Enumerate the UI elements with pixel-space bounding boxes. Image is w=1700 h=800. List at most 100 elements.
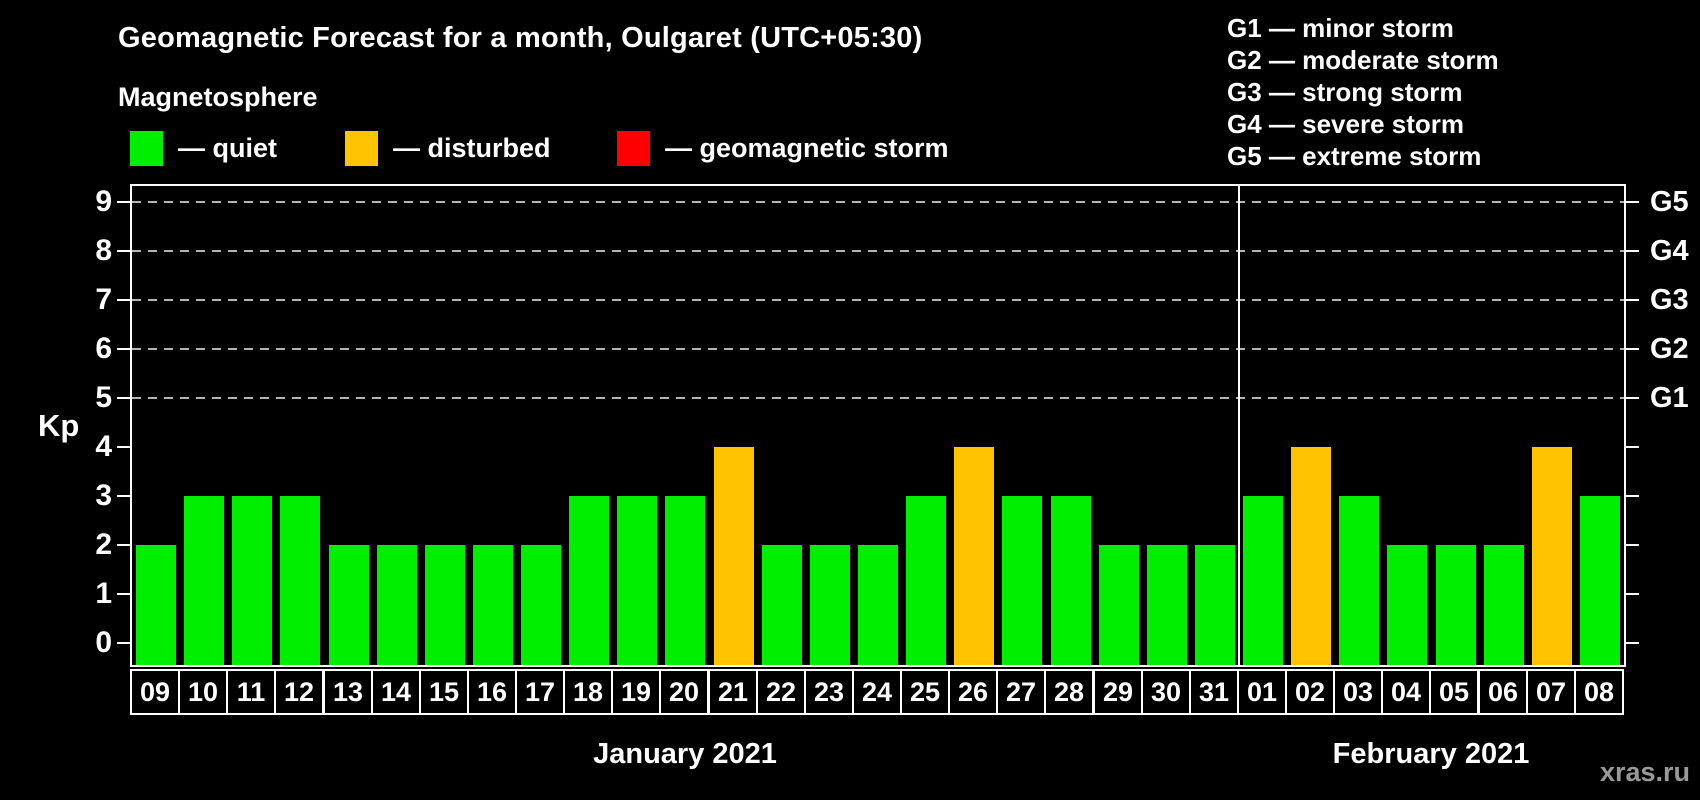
day-label-03: 03 — [1333, 669, 1383, 715]
day-label-16: 16 — [467, 669, 517, 715]
day-label-28: 28 — [1044, 669, 1094, 715]
kp-bar-february-01 — [1243, 496, 1283, 665]
y-tick-label-9: 9 — [95, 185, 112, 218]
y-tick-left-7 — [117, 299, 130, 301]
y-tick-right-5 — [1626, 397, 1639, 399]
g-axis-label-g1: G1 — [1650, 382, 1689, 414]
kp-bar-february-05 — [1436, 545, 1476, 665]
y-tick-left-3 — [117, 495, 130, 497]
day-label-25: 25 — [900, 669, 950, 715]
g-axis-label-g2: G2 — [1650, 333, 1689, 365]
day-label-19: 19 — [611, 669, 661, 715]
y-tick-left-4 — [117, 446, 130, 448]
g1-legend-line: G1 — minor storm — [1227, 13, 1454, 43]
gridline-kp9 — [132, 201, 1624, 203]
day-label-27: 27 — [996, 669, 1046, 715]
day-label-02: 02 — [1285, 669, 1335, 715]
plot-area — [130, 184, 1626, 667]
y-tick-label-3: 3 — [95, 479, 112, 512]
g-scale-legend: G1 — minor storm G2 — moderate storm G3 … — [1227, 12, 1499, 172]
day-axis-row: 09 10 11 12 13 14 15 16 17 18 19 20 21 22 23 24 25 26 27 28… — [130, 669, 1626, 715]
month-separator — [1238, 186, 1240, 665]
kp-bar-january-14 — [377, 545, 417, 665]
y-tick-left-0 — [117, 642, 130, 644]
legend-item-disturbed: — disturbed — [345, 131, 551, 166]
y-tick-right-3 — [1626, 495, 1639, 497]
kp-bar-january-12 — [280, 496, 320, 665]
kp-bar-january-10 — [184, 496, 224, 665]
y-tick-left-2 — [117, 544, 130, 546]
y-tick-right-0 — [1626, 642, 1639, 644]
y-tick-right-6 — [1626, 348, 1639, 350]
kp-bar-february-06 — [1484, 545, 1524, 665]
legend-item-quiet: — quiet — [130, 131, 277, 166]
kp-bar-january-11 — [232, 496, 272, 665]
month-label-january: January 2021 — [593, 738, 777, 770]
y-tick-label-6: 6 — [95, 332, 112, 365]
kp-bar-february-07 — [1532, 447, 1572, 665]
watermark: xras.ru — [1599, 757, 1690, 787]
legend-label-quiet: — quiet — [178, 133, 277, 163]
kp-bar-january-25 — [906, 496, 946, 665]
plot-inner — [132, 186, 1624, 665]
month-label-february: February 2021 — [1332, 738, 1530, 770]
kp-bar-february-04 — [1387, 545, 1427, 665]
day-label-18: 18 — [563, 669, 613, 715]
y-axis-title: Kp — [38, 408, 80, 443]
day-label-06: 06 — [1478, 669, 1528, 715]
y-tick-right-4 — [1626, 446, 1639, 448]
kp-bar-january-17 — [521, 545, 561, 665]
y-tick-right-1 — [1626, 593, 1639, 595]
gridline-kp8 — [132, 250, 1624, 252]
kp-bar-february-03 — [1339, 496, 1379, 665]
kp-bar-january-24 — [858, 545, 898, 665]
day-label-01: 01 — [1237, 669, 1287, 715]
y-tick-left-9 — [117, 201, 130, 203]
y-tick-right-7 — [1626, 299, 1639, 301]
day-label-21: 21 — [708, 669, 758, 715]
y-tick-right-9 — [1626, 201, 1639, 203]
kp-bar-february-08 — [1580, 496, 1620, 665]
day-label-14: 14 — [371, 669, 421, 715]
legend-label-storm: — geomagnetic storm — [665, 133, 949, 163]
y-tick-label-7: 7 — [95, 283, 112, 316]
day-label-07: 07 — [1526, 669, 1576, 715]
day-label-09: 09 — [130, 669, 180, 715]
legend-heading: Magnetosphere — [118, 82, 318, 112]
g-axis-label-g5: G5 — [1650, 186, 1689, 218]
g3-legend-line: G3 — strong storm — [1227, 77, 1463, 107]
y-tick-label-1: 1 — [95, 577, 112, 610]
kp-bar-february-02 — [1291, 447, 1331, 665]
y-tick-right-8 — [1626, 250, 1639, 252]
kp-bar-january-26 — [954, 447, 994, 665]
kp-bar-january-21 — [714, 447, 754, 665]
kp-bar-january-16 — [473, 545, 513, 665]
day-label-08: 08 — [1574, 669, 1624, 715]
y-tick-left-6 — [117, 348, 130, 350]
day-label-11: 11 — [226, 669, 276, 715]
chart-title: Geomagnetic Forecast for a month, Oulgar… — [118, 22, 923, 54]
day-label-26: 26 — [948, 669, 998, 715]
g-axis-label-g4: G4 — [1650, 235, 1689, 267]
y-tick-label-8: 8 — [95, 234, 112, 267]
disturbed-color-swatch — [345, 131, 378, 166]
day-label-12: 12 — [274, 669, 324, 715]
day-label-30: 30 — [1141, 669, 1191, 715]
y-tick-label-0: 0 — [95, 626, 112, 659]
day-label-24: 24 — [852, 669, 902, 715]
kp-bar-january-09 — [136, 545, 176, 665]
y-tick-left-1 — [117, 593, 130, 595]
day-label-05: 05 — [1429, 669, 1479, 715]
quiet-color-swatch — [130, 131, 163, 166]
day-label-29: 29 — [1093, 669, 1143, 715]
day-label-15: 15 — [419, 669, 469, 715]
day-label-31: 31 — [1189, 669, 1239, 715]
kp-bar-january-19 — [617, 496, 657, 665]
day-label-13: 13 — [323, 669, 373, 715]
day-label-17: 17 — [515, 669, 565, 715]
day-label-04: 04 — [1381, 669, 1431, 715]
g-axis-label-g3: G3 — [1650, 284, 1689, 316]
kp-bar-january-29 — [1099, 545, 1139, 665]
kp-bar-january-30 — [1147, 545, 1187, 665]
